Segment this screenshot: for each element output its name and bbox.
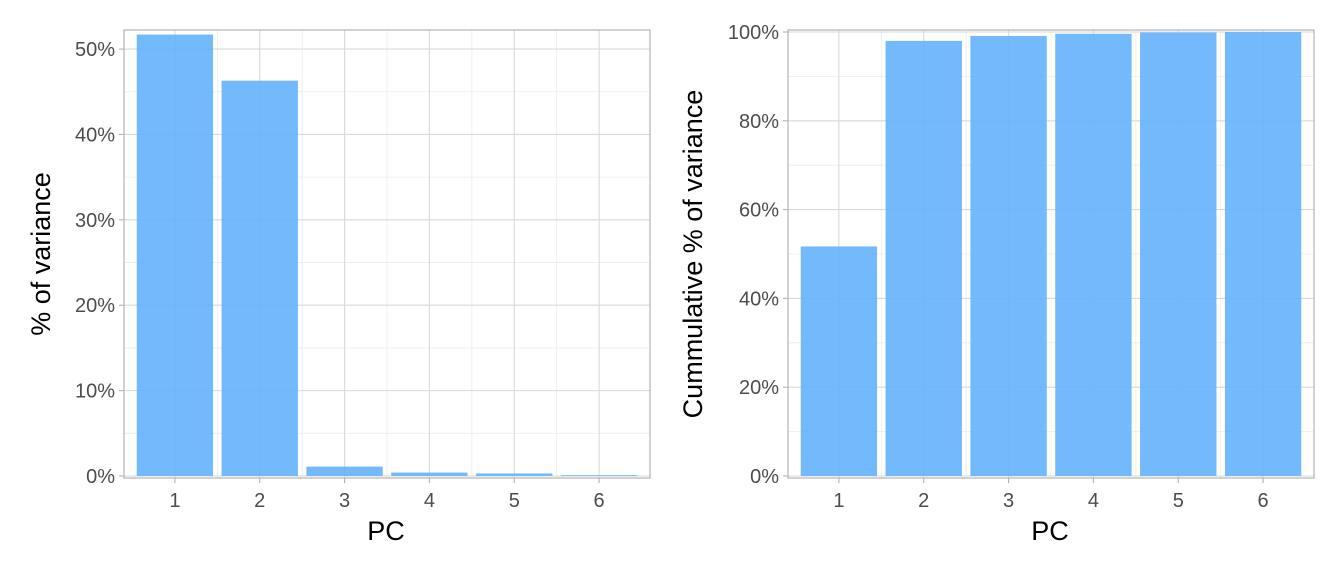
panel-border [123,29,651,479]
y-tick-label: 80% [739,111,779,133]
y-tick-label: 50% [75,39,115,61]
y-tick-label: 20% [75,295,115,317]
x-axis-title: PC [1031,516,1069,546]
x-tick-label: 3 [1003,490,1014,512]
x-tick-label: 6 [594,490,605,512]
bar-pc-5 [476,473,553,477]
bar-pc-5 [1140,32,1217,477]
y-axis-title: % of variance [26,172,56,336]
bar-pc-4 [391,472,468,477]
bar-pc-2 [885,40,962,477]
y-tick-label: 10% [75,381,115,403]
y-tick-label: 40% [75,124,115,146]
x-tick-label: 1 [169,490,180,512]
x-tick-label: 5 [1173,490,1184,512]
bar-pc-3 [970,35,1047,477]
bars [800,31,1302,477]
x-tick-label: 4 [1088,490,1099,512]
y-tick-label: 0% [750,466,779,488]
x-tick-label: 1 [833,490,844,512]
bar-pc-1 [136,34,214,477]
bar-pc-1 [800,246,878,477]
bar-pc-6 [560,475,638,477]
x-tick-label: 5 [509,490,520,512]
x-tick-label: 2 [918,490,929,512]
y-tick-label: 30% [75,210,115,232]
x-tick-label: 2 [254,490,265,512]
y-tick-label: 20% [739,377,779,399]
bar-pc-2 [221,80,298,477]
y-tick-label: 0% [86,466,115,488]
y-tick-label: 60% [739,200,779,222]
bar-pc-6 [1224,31,1302,477]
bar-pc-3 [306,466,383,477]
y-axis-title: Cummulative % of variance [678,90,708,419]
bars [136,34,638,477]
panel-border [787,29,1315,479]
y-tick-label: 100% [728,22,779,44]
x-axis-title: PC [367,516,405,546]
y-tick-label: 40% [739,288,779,310]
x-tick-label: 6 [1258,490,1269,512]
x-tick-label: 3 [339,490,350,512]
x-tick-label: 4 [424,490,435,512]
bar-pc-4 [1055,33,1132,477]
